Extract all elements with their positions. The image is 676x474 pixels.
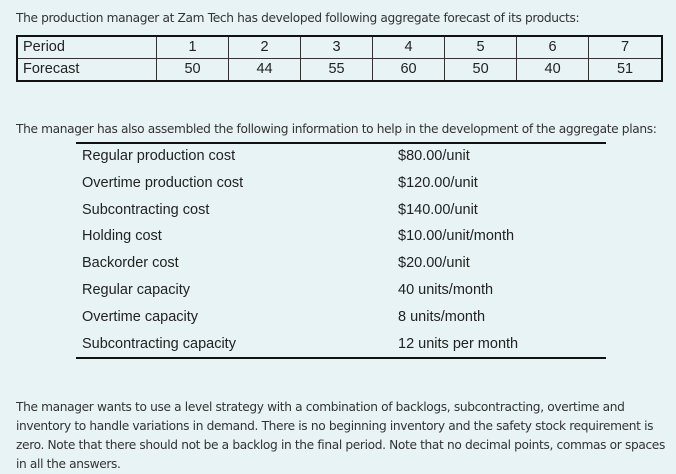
info-value: $140.00/unit [398, 201, 478, 218]
info-label: Subcontracting capacity [82, 335, 236, 352]
info-label: Overtime capacity [82, 308, 199, 325]
period-cell: 6 [516, 35, 590, 59]
info-value: $80.00/unit [398, 148, 470, 164]
info-row-regular-production-cost: Regular production cost $80.00/unit [82, 146, 602, 173]
forecast-cell: 51 [588, 58, 663, 82]
info-value: 40 units/month [398, 281, 494, 298]
info-label: Subcontracting cost [82, 201, 210, 218]
forecast-cell: 40 [516, 58, 590, 82]
info-value: 8 units/month [398, 308, 486, 325]
info-row-overtime-production-cost: Overtime production cost $120.00/unit [82, 173, 602, 200]
period-cell: 4 [372, 35, 446, 59]
intro-paragraph: The production manager at Zam Tech has d… [16, 11, 580, 25]
info-label: Overtime production cost [82, 174, 244, 191]
forecast-table: Period 1 2 3 4 5 6 7 Forecast 50 44 55 6… [16, 35, 663, 82]
period-cell: 3 [300, 35, 374, 59]
forecast-cell: 60 [372, 58, 446, 82]
info-label: Regular production cost [82, 148, 236, 164]
info-row-regular-capacity: Regular capacity 40 units/month [82, 280, 602, 307]
info-value: $120.00/unit [398, 174, 478, 191]
info-value: 12 units per month [398, 335, 519, 352]
instructions-paragraph: The manager wants to use a level strateg… [16, 400, 665, 471]
info-label: Backorder cost [82, 255, 179, 272]
period-cell: 5 [444, 35, 518, 59]
info-label: Regular capacity [82, 281, 190, 298]
forecast-cell: 50 [155, 58, 230, 82]
period-cell: 1 [155, 35, 230, 59]
forecast-cell: 55 [300, 58, 374, 82]
info-row-subcontracting-capacity: Subcontracting capacity 12 units per mon… [82, 334, 602, 361]
period-row: Period 1 2 3 4 5 6 7 [16, 35, 663, 59]
forecast-cell: 50 [444, 58, 518, 82]
period-label: Period [16, 35, 157, 59]
info-table-top-rule [76, 142, 606, 144]
forecast-cell: 44 [228, 58, 302, 82]
info-value: $10.00/unit/month [398, 228, 515, 245]
info-intro-paragraph: The manager has also assembled the follo… [16, 122, 657, 136]
forecast-label: Forecast [16, 58, 157, 82]
period-cell: 7 [588, 35, 663, 59]
forecast-row: Forecast 50 44 55 60 50 40 51 [16, 58, 663, 82]
info-row-backorder-cost: Backorder cost $20.00/unit [82, 253, 602, 280]
cost-info-table: Regular production cost $80.00/unit Over… [82, 146, 602, 360]
info-table-bottom-rule [76, 357, 606, 359]
info-label: Holding cost [82, 228, 162, 245]
info-row-subcontracting-cost: Subcontracting cost $140.00/unit [82, 200, 602, 227]
info-row-holding-cost: Holding cost $10.00/unit/month [82, 226, 602, 253]
info-row-overtime-capacity: Overtime capacity 8 units/month [82, 307, 602, 334]
period-cell: 2 [228, 35, 302, 59]
info-value: $20.00/unit [398, 255, 470, 272]
